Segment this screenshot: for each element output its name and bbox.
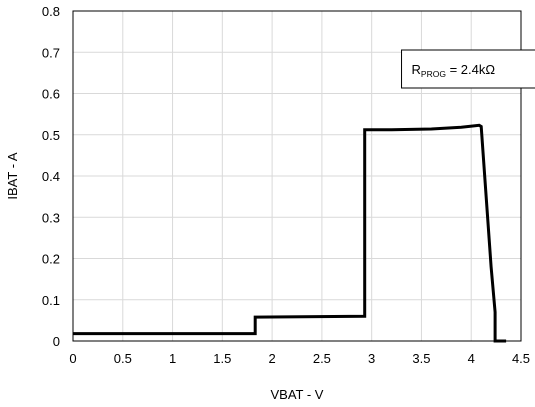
series-line [73,123,507,343]
grid-lines [73,11,521,341]
annotation-prefix: R [412,62,421,77]
x-tick-label: 2.5 [313,351,331,366]
y-tick-labels: 0 0.1 0.2 0.3 0.4 0.5 0.6 0.7 0.8 [42,4,60,349]
x-tick-label: 4 [468,351,475,366]
x-tick-label: 1.5 [213,351,231,366]
y-tick-label: 0.4 [42,169,60,184]
annotation-suffix: = 2.4kΩ [446,62,495,77]
y-tick-label: 0.8 [42,4,60,19]
x-tick-label: 0.5 [114,351,132,366]
annotation-box: RPROG = 2.4kΩ [401,49,535,89]
y-tick-label: 0 [53,334,60,349]
plot-area-frame [72,10,522,342]
x-tick-label: 3.5 [412,351,430,366]
x-tick-label: 0 [69,351,76,366]
annotation-subscript: PROG [421,69,446,79]
y-tick-label: 0.1 [42,293,60,308]
x-tick-label: 2 [268,351,275,366]
x-tick-label: 4.5 [512,351,530,366]
y-axis-label: IBAT - A [5,152,20,200]
x-axis-label: VBAT - V [271,387,324,402]
y-tick-label: 0.7 [42,45,60,60]
x-tick-labels: 0 0.5 1 1.5 2 2.5 3 3.5 4 4.5 [69,351,530,366]
x-tick-label: 1 [169,351,176,366]
y-tick-label: 0.6 [42,87,60,102]
y-tick-label: 0.3 [42,210,60,225]
x-tick-label: 3 [368,351,375,366]
y-tick-label: 0.2 [42,252,60,267]
y-tick-label: 0.5 [42,128,60,143]
annotation-label: RPROG = 2.4kΩ [412,62,496,79]
